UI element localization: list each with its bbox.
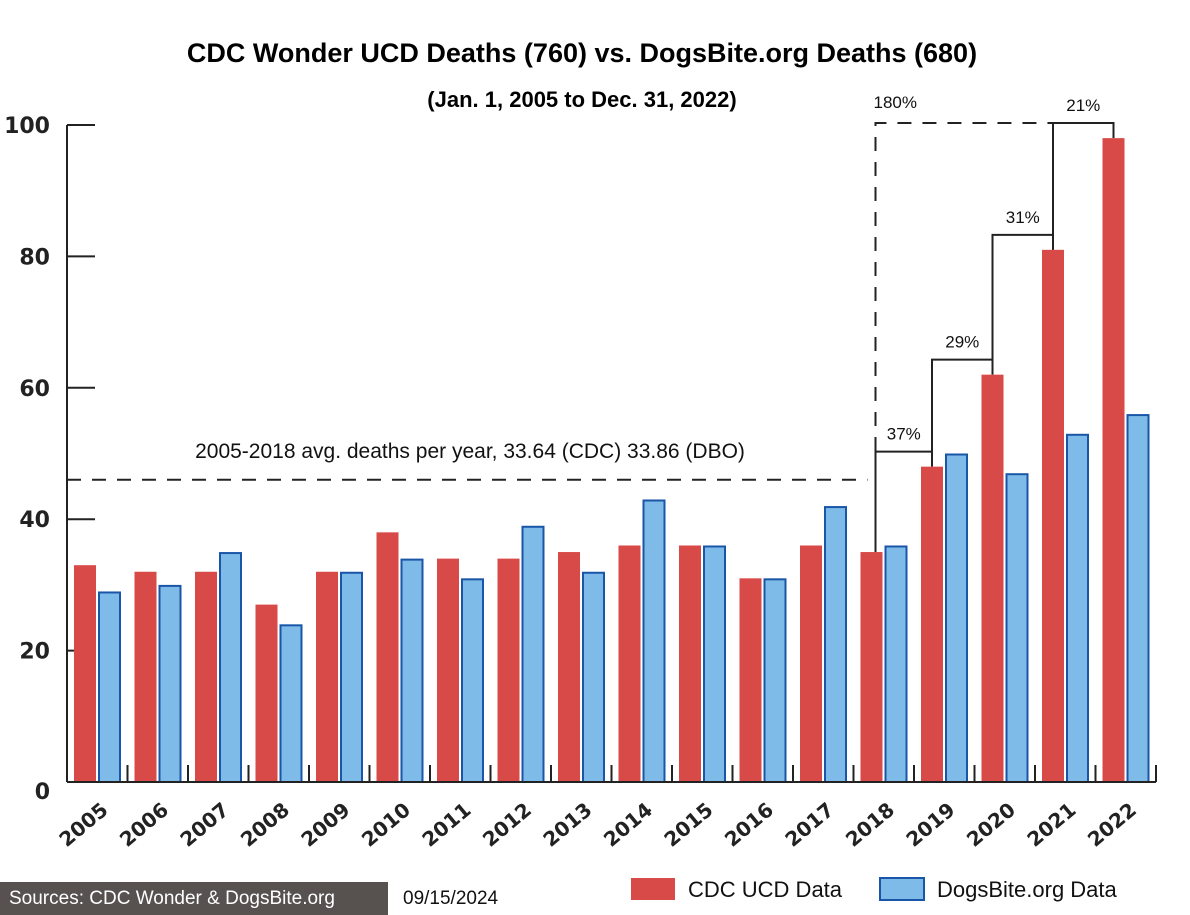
bar-cdc [376, 532, 399, 782]
bar-cdc [195, 571, 217, 782]
bar-dbo [642, 499, 666, 783]
x-tick-label: 2011 [417, 797, 475, 851]
yoy-increase-label: 29% [945, 333, 979, 352]
chart-subtitle: (Jan. 1, 2005 to Dec. 31, 2022) [427, 87, 736, 112]
average-line-label: 2005-2018 avg. deaths per year, 33.64 (C… [195, 440, 745, 463]
bar-dbo [219, 552, 242, 783]
x-tick-label: 2020 [962, 797, 1020, 851]
x-tick-label: 2005 [54, 797, 112, 851]
bar-cdc [618, 545, 641, 782]
bar-cdc [1102, 138, 1125, 782]
bar-dbo [400, 558, 424, 783]
x-tick-label: 2010 [357, 797, 415, 851]
legend-swatch-cdc [631, 878, 675, 900]
yoy-increase-label: 37% [887, 425, 921, 444]
bar-dbo [945, 453, 968, 783]
legend-label-dbo: DogsBite.org Data [937, 877, 1118, 902]
x-tick-label: 2008 [236, 797, 294, 851]
x-tick-label: 2006 [115, 797, 173, 851]
y-tick-label: 40 [19, 508, 50, 533]
x-tick-label: 2016 [720, 797, 778, 851]
bar-cdc [860, 552, 883, 782]
bar-dbo [1066, 433, 1089, 783]
y-tick-label: 0 [35, 780, 50, 805]
annotations: 2005-2018 avg. deaths per year, 33.64 (C… [67, 93, 1115, 553]
bar-dbo [1126, 414, 1150, 783]
legend: CDC UCD Data DogsBite.org Data [631, 877, 1118, 902]
x-tick-label: 2009 [296, 797, 354, 851]
bar-cdc [1042, 249, 1064, 782]
bar-cdc [255, 604, 278, 782]
y-tick-label: 20 [19, 640, 50, 665]
bar-cdc [558, 552, 580, 782]
x-tick-label: 2015 [659, 797, 717, 851]
overall-increase-label: 180% [874, 93, 917, 112]
bar-cdc [739, 578, 762, 782]
bar-cdc [437, 558, 459, 782]
bar-cdc [497, 558, 520, 782]
y-axis: 0 20 40 60 80 100 [4, 114, 95, 805]
x-tick-label: 2017 [780, 797, 838, 851]
bar-cdc [800, 545, 822, 782]
bar-dbo [461, 578, 484, 784]
chart-title: CDC Wonder UCD Deaths (760) vs. DogsBite… [187, 38, 977, 68]
bar-dbo [521, 525, 545, 784]
bar-cdc [74, 565, 96, 782]
bar-cdc [921, 466, 943, 782]
x-tick-label: 2007 [175, 797, 233, 851]
x-tick-label: 2013 [538, 797, 596, 851]
bar-dbo [279, 624, 303, 783]
yoy-increase-bracket [1052, 122, 1115, 250]
date-label: 09/15/2024 [403, 888, 499, 909]
bar-dbo [340, 571, 363, 784]
legend-swatch-dbo [879, 877, 925, 901]
bar-dbo [763, 578, 787, 784]
x-tick-label: 2019 [901, 797, 959, 851]
bar-dbo [582, 571, 605, 784]
y-tick-label: 100 [4, 114, 50, 139]
bars [74, 138, 1150, 784]
legend-label-cdc: CDC UCD Data [688, 877, 843, 902]
yoy-increase-label: 31% [1006, 208, 1040, 227]
bar-dbo [884, 545, 908, 783]
x-tick-label: 2021 [1022, 797, 1080, 851]
sources-label: Sources: CDC Wonder & DogsBite.org [0, 882, 388, 915]
bar-cdc [679, 545, 701, 782]
y-tick-label: 60 [19, 377, 50, 402]
bar-dbo [1005, 473, 1029, 783]
x-tick-label: 2018 [841, 797, 899, 851]
x-tick-label: 2012 [478, 797, 536, 851]
x-tick-label: 2022 [1083, 797, 1141, 851]
y-tick-label: 80 [19, 245, 50, 270]
bar-cdc [134, 571, 157, 782]
yoy-increase-label: 21% [1066, 96, 1100, 115]
bar-dbo [98, 591, 121, 783]
bar-dbo [824, 506, 847, 783]
bar-cdc [981, 374, 1004, 782]
x-tick-label: 2014 [599, 797, 657, 851]
bar-dbo [158, 584, 182, 784]
bar-cdc [316, 571, 338, 782]
overall-increase-bracket [874, 122, 1053, 552]
bar-dbo [703, 545, 726, 783]
